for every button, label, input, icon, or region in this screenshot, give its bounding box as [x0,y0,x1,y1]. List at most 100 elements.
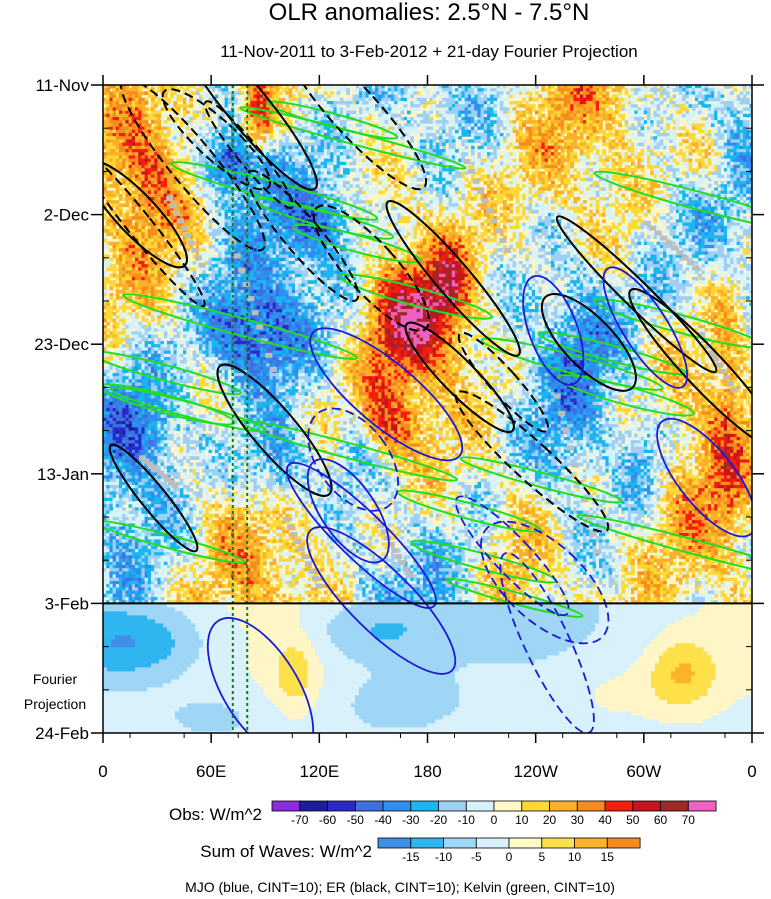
obs-cell [739,117,744,121]
obs-cell [541,155,546,160]
obs-cell [538,142,542,147]
obs-cell [301,133,306,137]
obs-cell [579,158,584,163]
obs-cell [477,117,482,121]
obs-cell [112,145,117,150]
obs-cell [314,171,318,176]
obs-cell [336,171,341,176]
obs-cell [160,126,165,131]
obs-cell [605,126,610,131]
obs-cell [413,155,418,160]
obs-cell [218,139,222,144]
obs-cell [563,107,568,112]
obs-cell [490,142,494,147]
obs-cell [122,104,126,108]
obs-cell [279,142,283,147]
obs-cell [570,101,574,105]
obs-cell [346,123,350,128]
obs-cell [410,107,414,112]
obs-cell [461,139,466,144]
obs-cell [195,155,200,160]
obs-cell [381,152,386,156]
obs-cell [138,181,142,185]
obs-cell [730,139,734,144]
obs-cell [608,174,613,179]
obs-cell [170,91,174,96]
obs-cell [672,174,677,179]
obs-cell [423,145,427,150]
obs-cell [717,174,722,179]
obs-cell [250,107,254,112]
obs-cell [519,133,523,137]
obs-cell [295,129,299,134]
obs-cell [704,129,709,134]
obs-cell [112,110,117,115]
obs-cell [631,171,635,176]
obs-cell [471,110,475,115]
obs-cell [471,104,475,108]
obs-cell [202,171,206,176]
obs-cell [474,104,478,108]
obs-cell [736,104,741,108]
obs-cell [736,174,741,179]
obs-cell [483,133,488,137]
obs-cell [487,91,491,96]
obs-cell [352,177,357,182]
obs-cell [467,123,472,128]
obs-cell [416,107,421,112]
obs-cell [183,113,187,118]
obs-cell [279,139,283,144]
obs-cell [419,171,424,176]
obs-cell [445,133,450,137]
obs-cell [477,91,482,96]
obs-cell [576,142,581,147]
obs-cell [157,139,162,144]
obs-cell [227,139,232,144]
obs-cell [231,142,235,147]
obs-cell [458,174,462,179]
obs-cell [602,149,606,153]
obs-cell [442,110,446,115]
obs-cell [311,126,315,131]
obs-cell [253,165,258,169]
obs-cell [384,107,389,112]
obs-cell [384,168,389,172]
obs-cell [384,120,389,124]
obs-cell [339,158,344,163]
obs-cell [730,145,734,150]
obs-cell [714,94,718,99]
obs-cell [595,94,600,99]
obs-cell [637,155,642,160]
obs-cell [525,142,530,147]
obs-cell [131,129,136,134]
obs-cell [455,110,459,115]
obs-cell [474,113,478,118]
obs-cell [218,113,222,118]
obs-cell [599,165,603,169]
obs-cell [320,155,325,160]
obs-cell [195,91,200,96]
obs-cell [410,149,414,153]
obs-cell [160,171,165,176]
obs-cell [720,91,725,96]
obs-cell [256,129,261,134]
obs-cell [496,152,501,156]
obs-cell [707,136,712,140]
obs-cell [599,123,603,128]
obs-cell [599,85,603,89]
obs-cell [298,94,302,99]
obs-cell [499,107,504,112]
obs-cell [301,165,306,169]
obs-cell [192,139,197,144]
obs-cell [608,133,613,137]
obs-cell [611,110,616,115]
obs-cell [275,165,280,169]
obs-cell [576,168,581,172]
obs-cell [375,123,379,128]
obs-cell [205,94,210,99]
obs-cell [739,142,744,147]
obs-cell [362,101,366,105]
obs-cell [355,174,360,179]
obs-cell [448,142,453,147]
obs-cell [323,174,328,179]
